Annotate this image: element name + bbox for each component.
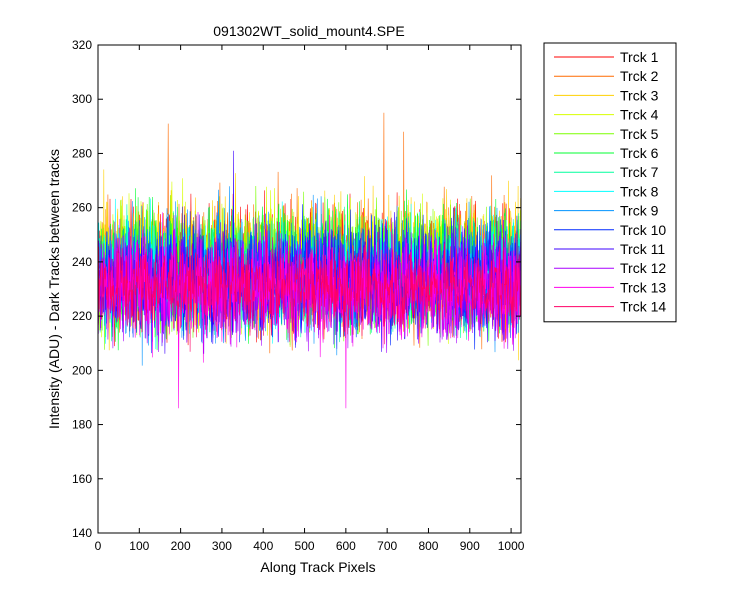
legend-label: Trck 5 [620, 126, 659, 142]
legend-label: Trck 2 [620, 68, 659, 84]
legend-label: Trck 9 [620, 203, 659, 219]
y-tick-label: 300 [72, 92, 92, 106]
y-tick-label: 280 [72, 146, 92, 160]
legend-label: Trck 1 [620, 49, 659, 65]
series-line-trck-14 [97, 221, 521, 352]
legend-label: Trck 3 [620, 87, 659, 103]
legend-label: Trck 4 [620, 107, 659, 123]
x-tick-label: 900 [460, 539, 480, 553]
x-axis-label: Along Track Pixels [260, 559, 375, 575]
y-tick-label: 320 [72, 38, 92, 52]
x-tick-label: 300 [212, 539, 232, 553]
legend-box [543, 42, 677, 323]
y-tick-label: 240 [72, 255, 92, 269]
x-tick-label: 600 [336, 539, 356, 553]
legend-label: Trck 8 [620, 183, 659, 199]
legend-label: Trck 11 [620, 241, 665, 257]
x-tick-label: 200 [171, 539, 191, 553]
legend-label: Trck 14 [620, 299, 666, 315]
legend-label: Trck 13 [620, 279, 666, 295]
x-tick-label: 400 [253, 539, 273, 553]
x-tick-label: 700 [377, 539, 397, 553]
y-tick-label: 140 [72, 526, 92, 540]
x-tick-label: 500 [295, 539, 315, 553]
chart-title: 091302WT_solid_mount4.SPE [213, 23, 404, 39]
plot-area: 0 100 200 300 400 500 600 700 800 900 1000 140 160 18… [72, 38, 525, 553]
x-tick-label: 1000 [498, 539, 525, 553]
y-tick-label: 220 [72, 309, 92, 323]
x-tick-label: 0 [95, 539, 102, 553]
legend-label: Trck 6 [620, 145, 659, 161]
legend: Trck 1 Trck 2 Trck 3 Trck 4 Trck 5 Trck 6 Trck… [543, 42, 677, 323]
y-tick-label: 260 [72, 201, 92, 215]
y-tick-label: 200 [72, 363, 92, 377]
legend-label: Trck 7 [620, 164, 659, 180]
axis-ticks: 0 100 200 300 400 500 600 700 800 900 1000 140 160 18… [72, 38, 525, 553]
legend-label: Trck 10 [620, 222, 666, 238]
y-tick-label: 180 [72, 418, 92, 432]
legend-label: Trck 12 [620, 260, 666, 276]
y-tick-label: 160 [72, 472, 92, 486]
x-tick-label: 100 [129, 539, 149, 553]
plot-frame [97, 44, 522, 534]
y-axis-label: Intensity (ADU) - Dark Tracks between tr… [46, 149, 62, 429]
series-lines [97, 112, 521, 409]
x-tick-label: 800 [418, 539, 438, 553]
